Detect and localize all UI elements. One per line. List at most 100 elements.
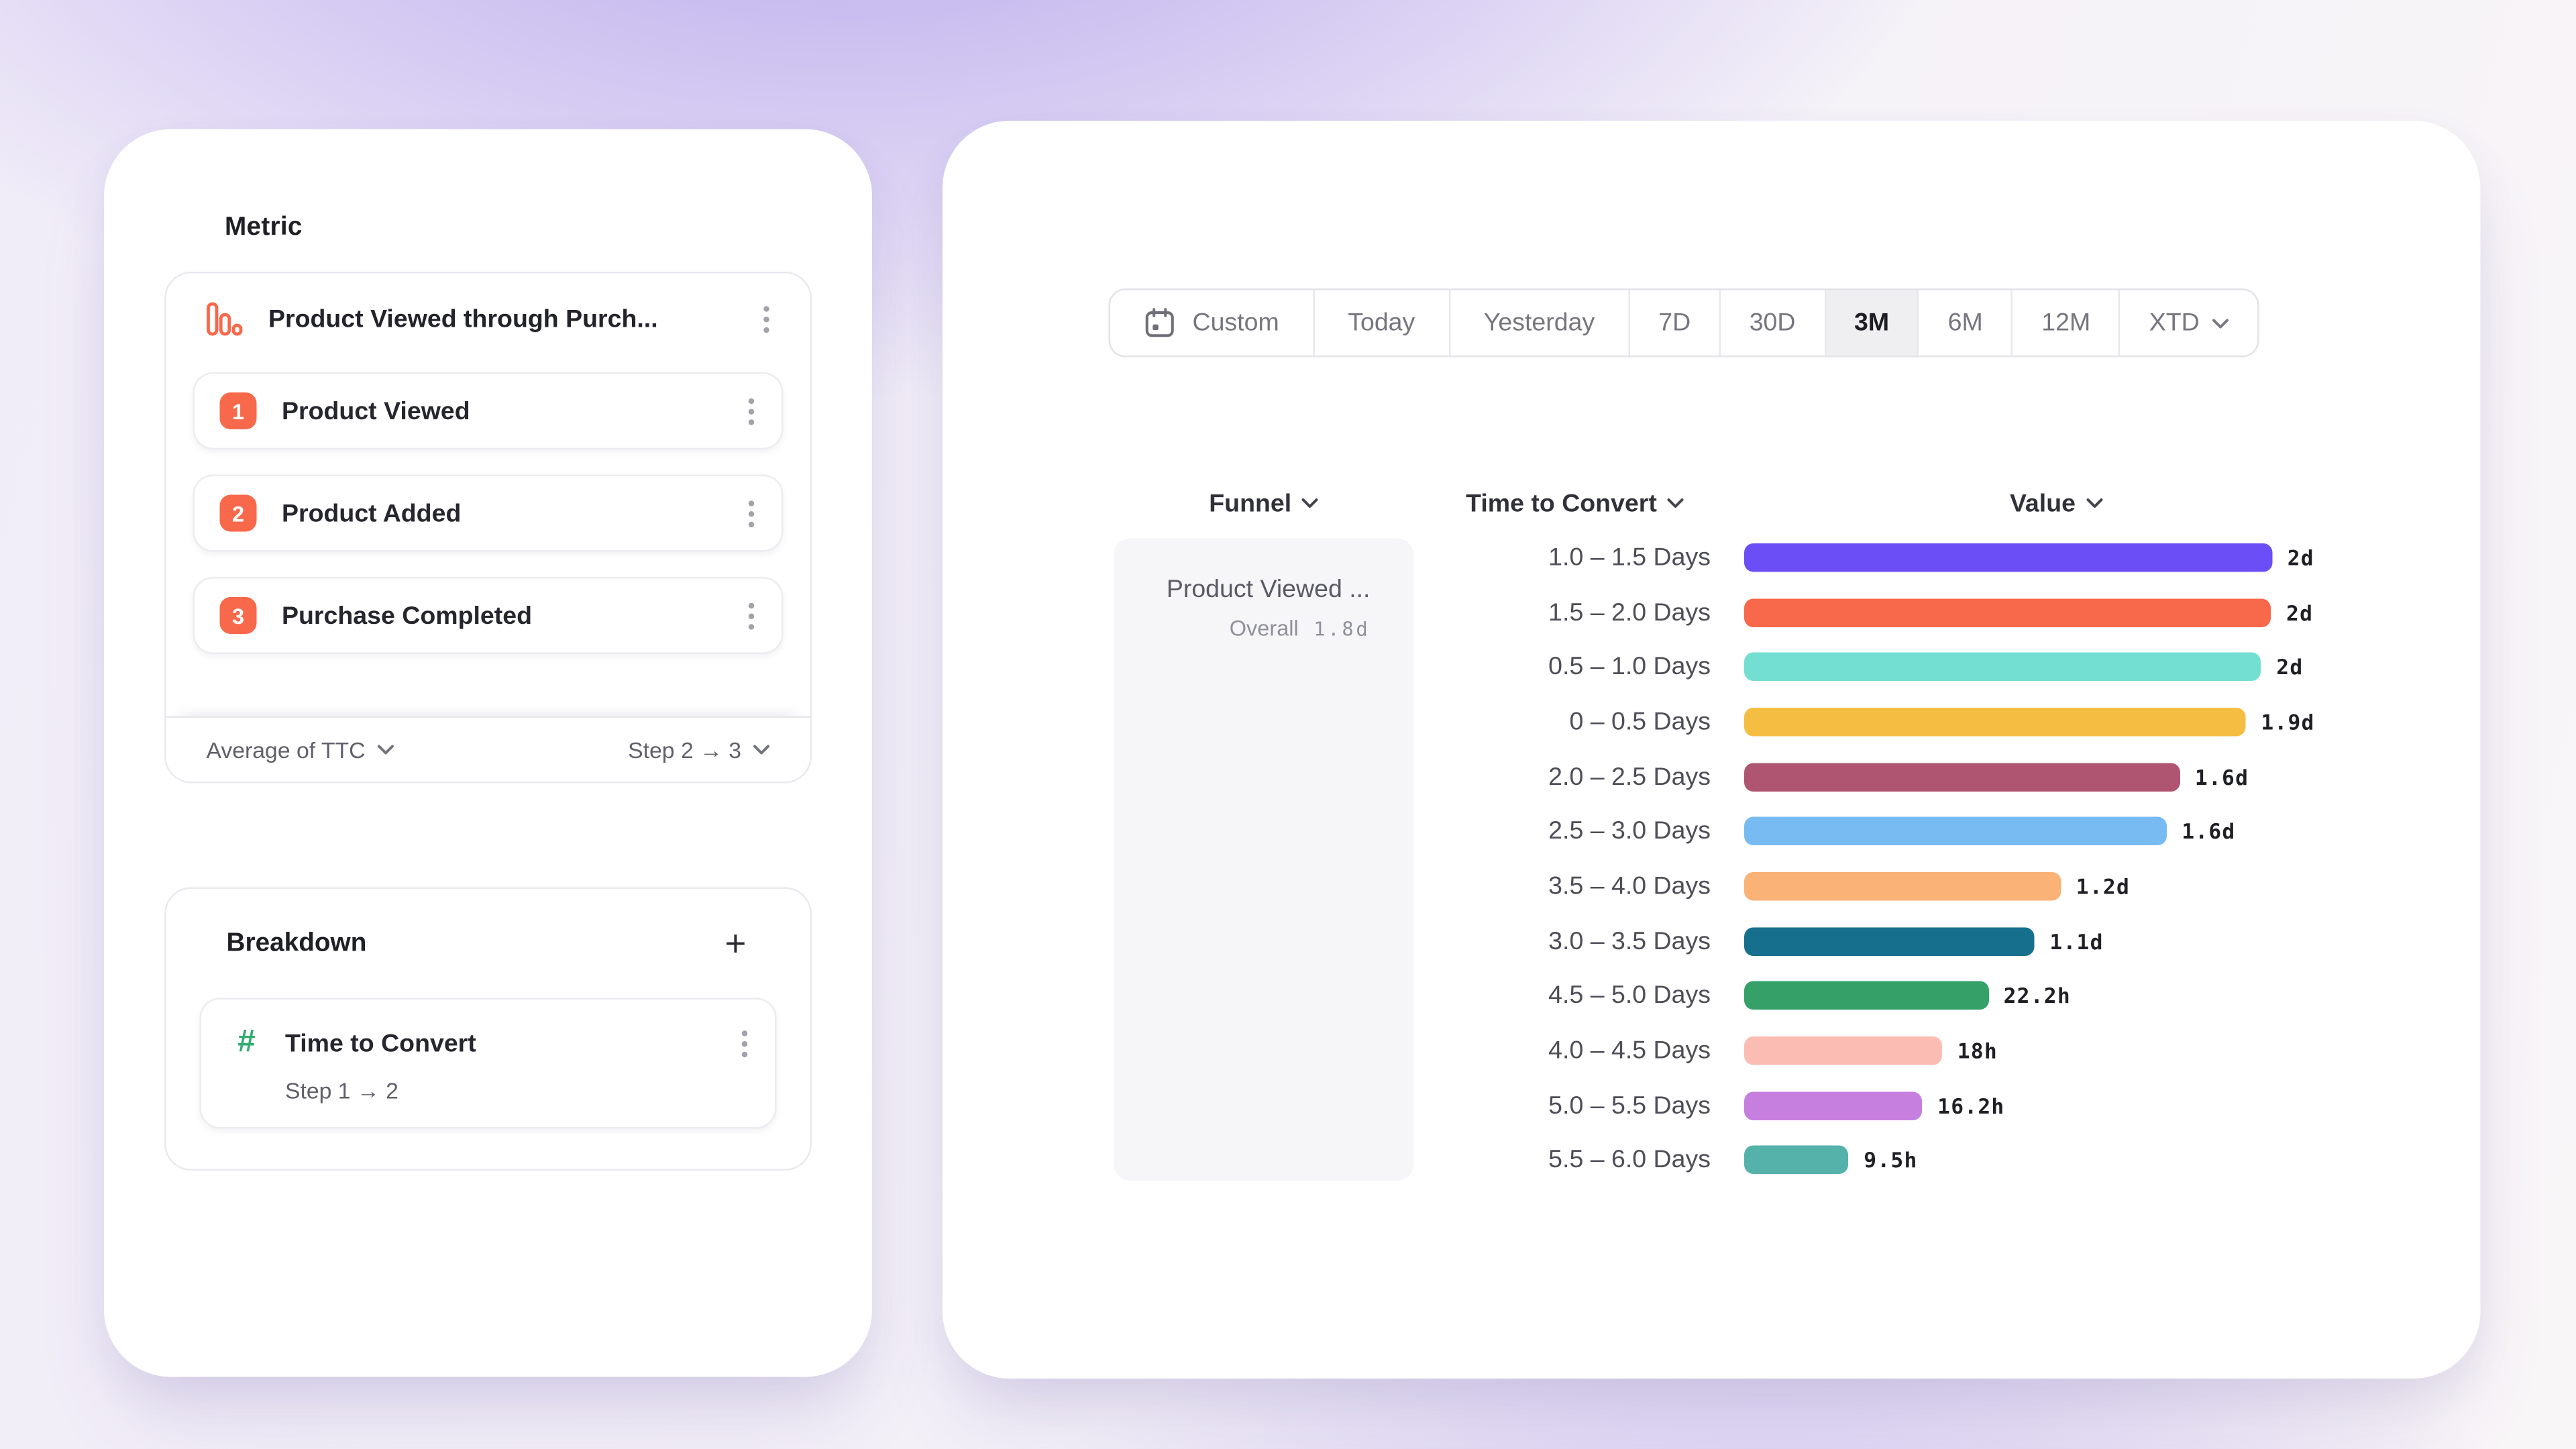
bar-value-label: 2d (2286, 599, 2314, 625)
date-option-label: 6M (1947, 309, 1983, 337)
value-bar (1744, 598, 2271, 627)
bar-value-label: 1.1d (2049, 928, 2104, 954)
column-header-funnel[interactable]: Funnel (1114, 486, 1414, 520)
date-option-7d[interactable]: 7D (1628, 290, 1719, 356)
query-builder-panel: Metric Product Viewed through Purch... (104, 129, 872, 1377)
report-panel: Custom Today Yesterday 7D 30D 3M 6M 12M … (943, 121, 2481, 1379)
date-option-label: 30D (1749, 309, 1796, 337)
date-option-6m[interactable]: 6M (1917, 290, 2012, 356)
funnel-step-1[interactable]: 1 Product Viewed (193, 372, 784, 449)
date-option-label: Yesterday (1483, 309, 1595, 337)
kebab-menu-icon[interactable] (741, 393, 761, 429)
value-bar (1744, 543, 2273, 572)
value-bar (1744, 653, 2261, 682)
funnel-cell-name: Product Viewed ... (1166, 575, 1371, 604)
bar-value-label: 1.9d (2261, 709, 2315, 735)
step-number-badge: 3 (219, 597, 257, 634)
step-range-selector[interactable]: Step 2 → 3 (628, 737, 770, 763)
metric-card: Product Viewed through Purch... 1 Produc… (164, 272, 812, 784)
bucket-label: 2.0 – 2.5 Days (1548, 762, 1711, 791)
date-option-custom[interactable]: Custom (1110, 290, 1313, 356)
chart-row: 3.0 – 3.5 Days 1.1d (1439, 914, 2315, 969)
kebab-menu-icon[interactable] (741, 598, 761, 633)
bucket-label: 3.5 – 4.0 Days (1548, 871, 1711, 901)
bar-chart-icon (207, 302, 244, 337)
bar-chart: 1.0 – 1.5 Days 2d 1.5 – 2.0 Days 2d 0.5 … (1439, 530, 2315, 1188)
date-option-30d[interactable]: 30D (1719, 290, 1824, 356)
funnel-step-2[interactable]: 2 Product Added (193, 474, 784, 552)
step-number-badge: 1 (219, 392, 257, 429)
date-option-3m[interactable]: 3M (1824, 290, 1918, 356)
bucket-label: 1.0 – 1.5 Days (1548, 543, 1711, 572)
bucket-label: 3.0 – 3.5 Days (1548, 926, 1711, 956)
value-bar (1744, 1146, 1849, 1175)
add-breakdown-button[interactable]: + (724, 922, 747, 965)
chart-row: 2.5 – 3.0 Days 1.6d (1439, 804, 2315, 859)
aggregation-selector[interactable]: Average of TTC (206, 737, 394, 763)
funnel-name: Product Viewed through Purch... (268, 305, 658, 334)
chart-row: 2.0 – 2.5 Days 1.6d (1439, 749, 2315, 804)
funnel-row-header-cell[interactable]: Product Viewed ... Overall 1.8d (1114, 538, 1414, 1181)
date-option-label: Today (1348, 309, 1415, 337)
date-option-label: XTD (2149, 309, 2200, 337)
chart-row: 5.0 – 5.5 Days 16.2h (1439, 1078, 2315, 1133)
chevron-down-icon (1667, 498, 1684, 508)
chart-row: 0 – 0.5 Days 1.9d (1439, 694, 2315, 749)
value-bar (1744, 871, 2061, 901)
calendar-icon (1144, 307, 1176, 339)
breakdown-card: Breakdown + # Time to Convert Step 1 → 2 (164, 887, 812, 1171)
metric-section-title: Metric (225, 213, 303, 242)
kebab-menu-icon[interactable] (735, 1026, 755, 1061)
bucket-label: 0 – 0.5 Days (1569, 707, 1711, 737)
breakdown-item-name: Time to Convert (285, 1028, 476, 1058)
step-label: Product Added (282, 498, 462, 528)
date-option-xtd[interactable]: XTD (2118, 290, 2258, 356)
bucket-label: 1.5 – 2.0 Days (1548, 598, 1711, 627)
chevron-down-icon (753, 745, 770, 755)
chevron-down-icon (2086, 498, 2102, 508)
column-header-time-to-convert[interactable]: Time to Convert (1439, 486, 1711, 520)
bar-value-label: 1.6d (2194, 763, 2249, 790)
chevron-down-icon (377, 745, 394, 755)
bar-value-label: 18h (1957, 1038, 1998, 1064)
chart-row: 4.5 – 5.0 Days 22.2h (1439, 969, 2315, 1024)
column-header-label: Funnel (1209, 488, 1292, 518)
chart-row: 4.0 – 4.5 Days 18h (1439, 1023, 2315, 1078)
value-bar (1744, 762, 2180, 791)
column-header-label: Value (2009, 488, 2076, 518)
date-option-12m[interactable]: 12M (2011, 290, 2118, 356)
funnel-header[interactable]: Product Viewed through Purch... (166, 274, 810, 337)
aggregation-label: Average of TTC (206, 737, 366, 763)
date-option-yesterday[interactable]: Yesterday (1448, 290, 1628, 356)
date-option-label: 3M (1854, 309, 1890, 337)
date-option-today[interactable]: Today (1312, 290, 1449, 356)
step-range-label: Step 2 → 3 (628, 737, 741, 763)
date-option-label: 7D (1658, 309, 1691, 337)
column-header-label: Time to Convert (1466, 488, 1657, 518)
bar-value-label: 16.2h (1937, 1093, 2005, 1118)
kebab-menu-icon[interactable] (741, 496, 761, 531)
funnel-step-3[interactable]: 3 Purchase Completed (193, 577, 784, 654)
bar-value-label: 22.2h (2003, 983, 2071, 1009)
bucket-label: 2.5 – 3.0 Days (1548, 817, 1711, 846)
funnel-steps: 1 Product Viewed 2 Product Added (166, 337, 810, 654)
chart-row: 1.0 – 1.5 Days 2d (1439, 530, 2315, 585)
value-bar (1744, 707, 2246, 737)
value-bar (1744, 926, 2035, 956)
value-bar (1744, 817, 2167, 846)
date-option-label: Custom (1192, 309, 1279, 337)
value-bar (1744, 1091, 1923, 1120)
step-number-badge: 2 (219, 494, 257, 532)
column-header-value[interactable]: Value (1780, 486, 2333, 520)
breakdown-item[interactable]: # Time to Convert Step 1 → 2 (199, 998, 777, 1129)
kebab-menu-icon[interactable] (757, 302, 777, 337)
chart-row: 5.5 – 6.0 Days 9.5h (1439, 1133, 2315, 1188)
step-label: Product Viewed (282, 396, 470, 425)
bar-value-label: 1.6d (2182, 818, 2236, 845)
bucket-label: 5.5 – 6.0 Days (1548, 1146, 1711, 1175)
bar-value-label: 2d (2287, 545, 2314, 570)
overall-label: Overall (1229, 615, 1299, 641)
bucket-label: 5.0 – 5.5 Days (1548, 1091, 1711, 1120)
step-label: Purchase Completed (282, 601, 533, 630)
bar-value-label: 1.2d (2076, 873, 2131, 899)
